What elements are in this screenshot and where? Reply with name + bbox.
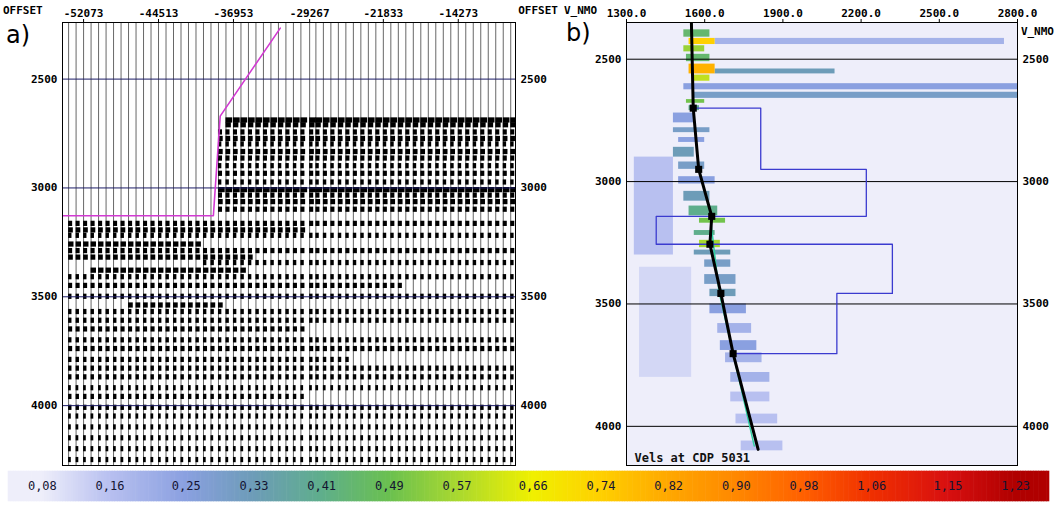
svg-text:3500: 3500 [31,290,58,303]
svg-text:-36953: -36953 [214,7,254,20]
html-text:a): a) [6,21,31,49]
svg-text:-14273: -14273 [438,7,478,20]
html-text:OFFSET: OFFSET [3,4,43,17]
svg-text:-29267: -29267 [290,7,330,20]
svg-text:3500: 3500 [595,297,622,310]
svg-text:2500: 2500 [31,73,58,86]
svg-text:4000: 4000 [595,420,622,433]
svg-text:3000: 3000 [595,175,622,188]
svg-text:1,23: 1,23 [1001,479,1030,493]
svg-text:3000: 3000 [1023,175,1050,188]
svg-text:1,15: 1,15 [933,479,962,493]
svg-text:-52073: -52073 [64,7,104,20]
svg-text:2500: 2500 [521,73,548,86]
svg-text:2800.0: 2800.0 [998,7,1038,20]
svg-text:2500: 2500 [1023,53,1050,66]
svg-text:0,66: 0,66 [519,479,548,493]
svg-text:0,08: 0,08 [28,479,57,493]
svg-text:1300.0: 1300.0 [607,7,647,20]
svg-text:4000: 4000 [1023,420,1050,433]
svg-text:0,41: 0,41 [307,479,336,493]
html-text:b): b) [566,19,591,47]
svg-text:2200.0: 2200.0 [841,7,881,20]
svg-text:3500: 3500 [1023,297,1050,310]
svg-text:0,90: 0,90 [722,479,751,493]
svg-text:0,25: 0,25 [172,479,201,493]
svg-text:0,33: 0,33 [239,479,268,493]
svg-text:0,16: 0,16 [96,479,125,493]
svg-text:0,82: 0,82 [654,479,683,493]
svg-text:3000: 3000 [521,181,548,194]
svg-text:-44513: -44513 [139,7,179,20]
svg-text:2500.0: 2500.0 [919,7,959,20]
svg-text:1,06: 1,06 [857,479,886,493]
html-text:OFFSET: OFFSET [518,4,558,17]
svg-text:4000: 4000 [521,399,548,412]
svg-text:4000: 4000 [31,399,58,412]
svg-text:1600.0: 1600.0 [685,7,725,20]
svg-text:0,49: 0,49 [375,479,404,493]
svg-text:2500: 2500 [595,53,622,66]
svg-text:3000: 3000 [31,181,58,194]
svg-text:0,74: 0,74 [586,479,615,493]
svg-text:3500: 3500 [521,290,548,303]
svg-text:Vels at CDP 5031: Vels at CDP 5031 [635,451,751,465]
html-text:V_NMO: V_NMO [1020,25,1054,38]
svg-text:0,57: 0,57 [443,479,472,493]
svg-text:1900.0: 1900.0 [763,7,803,20]
html-text:V_NMO: V_NMO [564,4,598,17]
svg-text:0,98: 0,98 [790,479,819,493]
svg-text:-21833: -21833 [363,7,403,20]
